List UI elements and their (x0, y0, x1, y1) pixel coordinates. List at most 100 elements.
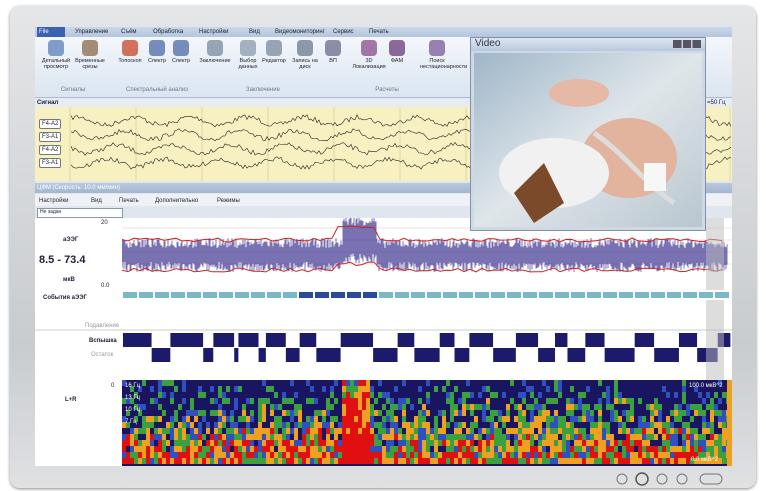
spectrum-cell (134, 428, 138, 434)
ribbon-icon[interactable] (389, 40, 405, 56)
window-buttons[interactable] (673, 40, 701, 48)
spectrum-cell (574, 440, 578, 446)
spectrum-cell (382, 452, 386, 458)
spectrum-cell (614, 416, 618, 422)
menu-item[interactable]: Дополнительно (155, 198, 199, 204)
menu-item[interactable]: Съём (121, 29, 137, 35)
menu-item[interactable]: Режимы (217, 198, 240, 204)
spectrum-cell (214, 452, 218, 458)
spectrum-cell (414, 440, 418, 446)
spectrum-cell (214, 428, 218, 434)
ribbon-icon[interactable] (361, 40, 377, 56)
ribbon-button[interactable]: Спектр (147, 58, 167, 64)
spectrum-cell (346, 434, 350, 440)
spectrum-cell (350, 434, 354, 440)
spectrum-cell (650, 410, 654, 416)
ribbon-button[interactable]: Временные срезы (75, 58, 105, 70)
spectrum-cell (266, 386, 270, 392)
monitor-button[interactable] (656, 473, 668, 485)
spectrum-cell (434, 446, 438, 452)
channel-label: F3-A1 (39, 132, 62, 142)
ribbon-button[interactable]: 3D Локализация (352, 58, 386, 70)
spectrum-cell (282, 446, 286, 452)
spectrum-cell (350, 422, 354, 428)
dropdown[interactable] (37, 208, 123, 218)
spectrum-cell (334, 434, 338, 440)
monitor-button[interactable] (616, 473, 628, 485)
spectrum-cell (442, 422, 446, 428)
spectrum-cell (522, 434, 526, 440)
ribbon-icon[interactable] (122, 40, 138, 56)
ribbon-button[interactable]: Топоскоп (118, 58, 142, 64)
spectrum-cell (598, 434, 602, 440)
menu-item[interactable]: Обработка (153, 29, 184, 35)
ribbon-button[interactable]: Выбор данных (238, 58, 258, 70)
monitor-button[interactable] (676, 473, 688, 485)
ribbon-button[interactable]: ВП (329, 58, 337, 64)
menu-item[interactable]: Видеомониторинг (275, 29, 325, 35)
menu-item[interactable]: Печать (369, 29, 389, 35)
ribbon-button[interactable]: ФАМ (390, 58, 404, 64)
power-button[interactable] (699, 473, 723, 485)
spectrum-cell (178, 446, 182, 452)
spectrum-cell (474, 434, 478, 440)
ribbon-button[interactable]: Спектр (171, 58, 191, 64)
spectrum-cell (586, 446, 590, 452)
ribbon-icon[interactable] (429, 40, 445, 56)
spectrum-cell (314, 458, 318, 464)
spectrum-cell (490, 446, 494, 452)
spectrum-cell (190, 410, 194, 416)
video-window[interactable] (470, 37, 706, 231)
spectrum-cell (314, 428, 318, 434)
menu-item[interactable]: Настройки (39, 198, 69, 204)
ribbon-button[interactable]: Заключение (199, 58, 231, 64)
ribbon-icon[interactable] (207, 40, 223, 56)
ribbon-button[interactable]: Поиск нестационарности (420, 58, 468, 70)
spectrum-cell (502, 416, 506, 422)
spectrum-cell (382, 428, 386, 434)
ribbon-button[interactable]: Детальный просмотр (41, 58, 71, 70)
spectrum-cell (426, 410, 430, 416)
spectrum-cell (290, 416, 294, 422)
spectrum-cell (578, 398, 582, 404)
menu-item[interactable]: Вид (91, 198, 102, 204)
spectrum-cell (466, 404, 470, 410)
menu-item[interactable]: Настройки (199, 29, 229, 35)
spectrum-cell (382, 446, 386, 452)
spectrum-cell (306, 446, 310, 452)
spectrum-cell (530, 434, 534, 440)
spectrum-cell (342, 452, 346, 458)
monitor-button[interactable] (635, 472, 649, 486)
spectrum-cell (314, 410, 318, 416)
ribbon-icon[interactable] (149, 40, 165, 56)
spectrum-cell (682, 410, 686, 416)
spectrum-cell (286, 422, 290, 428)
ribbon-icon[interactable] (173, 40, 189, 56)
ribbon-icon[interactable] (48, 40, 64, 56)
spectrum-cell (582, 458, 586, 464)
spectrum-cell (498, 452, 502, 458)
ribbon-icon[interactable] (325, 40, 341, 56)
ribbon-button[interactable]: Запись на диск (292, 58, 318, 70)
ribbon-icon[interactable] (297, 40, 313, 56)
spectrum-cell (294, 452, 298, 458)
spectrum-cell (342, 446, 346, 452)
menu-item[interactable]: File (39, 29, 49, 35)
spectrum-cell (186, 446, 190, 452)
ribbon-button[interactable]: Редактор (262, 58, 286, 64)
menu-item[interactable]: Сервис (333, 29, 354, 35)
spectrum-cell (246, 416, 250, 422)
spectrum-cell (374, 446, 378, 452)
spectrum-cell (214, 422, 218, 428)
menu-item[interactable]: Печать (119, 198, 139, 204)
spectrum-cell (582, 434, 586, 440)
burst-block (654, 333, 679, 347)
ribbon-icon[interactable] (266, 40, 282, 56)
menu-item[interactable]: Вид (249, 29, 260, 35)
ribbon-icon[interactable] (82, 40, 98, 56)
menu-item[interactable]: Управление (75, 29, 109, 35)
file-tab[interactable] (37, 27, 65, 37)
ribbon-icon[interactable] (240, 40, 256, 56)
spectrum-cell (570, 452, 574, 458)
spectrum-cell (134, 452, 138, 458)
